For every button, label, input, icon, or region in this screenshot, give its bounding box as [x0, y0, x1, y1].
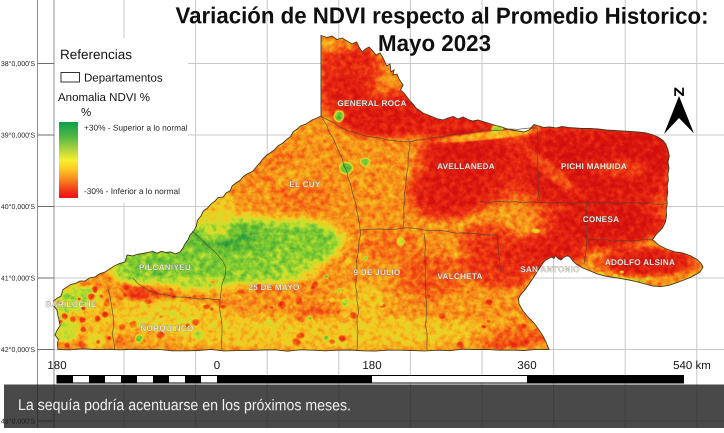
- svg-text:39°0,000'S: 39°0,000'S: [1, 131, 35, 139]
- svg-text:AVELLANEDA: AVELLANEDA: [437, 162, 495, 171]
- svg-text:-30% - Inferior a lo normal: -30% - Inferior a lo normal: [84, 186, 180, 196]
- svg-text:360: 360: [517, 360, 536, 372]
- svg-text:PILCANIYEU: PILCANIYEU: [139, 263, 191, 272]
- svg-text:VALCHETA: VALCHETA: [437, 272, 482, 281]
- svg-text:Variación de NDVI respecto al: Variación de NDVI respecto al Promedio H…: [175, 2, 708, 29]
- svg-text:EL CUY: EL CUY: [289, 180, 321, 189]
- svg-text:GENERAL ROCA: GENERAL ROCA: [337, 99, 406, 108]
- svg-text:40°0,000'S: 40°0,000'S: [1, 203, 35, 211]
- svg-text:Referencias: Referencias: [60, 47, 132, 62]
- svg-text:CONESA: CONESA: [583, 215, 620, 224]
- svg-text:BARILOCHE: BARILOCHE: [46, 300, 97, 309]
- svg-text:Mayo 2023: Mayo 2023: [378, 30, 491, 56]
- svg-text:180: 180: [362, 360, 381, 372]
- svg-text:%: %: [81, 107, 91, 119]
- svg-text:ADOLFO ALSINA: ADOLFO ALSINA: [605, 258, 675, 267]
- svg-text:540 km: 540 km: [673, 360, 711, 372]
- svg-text:180: 180: [47, 360, 66, 372]
- svg-text:Anomalia NDVI %: Anomalia NDVI %: [58, 92, 150, 104]
- svg-text:9 DE JULIO: 9 DE JULIO: [353, 268, 400, 277]
- svg-text:25 DE MAYO: 25 DE MAYO: [248, 283, 300, 292]
- svg-text:42°0,000'S: 42°0,000'S: [1, 346, 35, 354]
- svg-text:PICHI MAHUIDA: PICHI MAHUIDA: [561, 162, 627, 171]
- svg-text:ÑORQUINCO: ÑORQUINCO: [140, 323, 194, 333]
- svg-text:0: 0: [214, 360, 220, 372]
- svg-text:+30% - Superior a lo normal: +30% - Superior a lo normal: [84, 123, 188, 133]
- svg-text:Departamentos: Departamentos: [84, 73, 163, 85]
- svg-text:La sequía podría acentuarse en: La sequía podría acentuarse en los próxi…: [18, 397, 351, 414]
- svg-text:41°0,000'S: 41°0,000'S: [1, 274, 35, 282]
- svg-text:38°0,000'S: 38°0,000'S: [1, 60, 35, 68]
- svg-text:SAN ANTONIO: SAN ANTONIO: [520, 265, 580, 274]
